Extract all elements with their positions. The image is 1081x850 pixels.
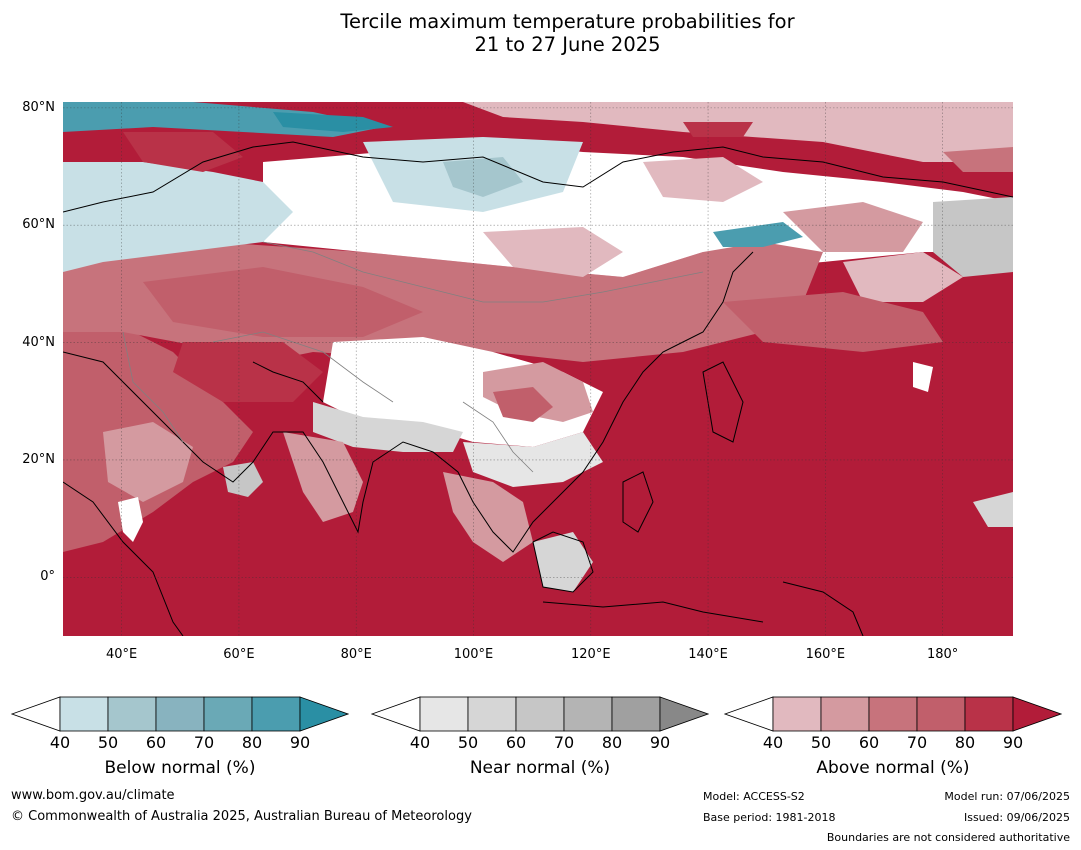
colorbar-tick-label: 50: [457, 733, 479, 752]
colorbar-below: [11, 696, 349, 732]
colorbar-segment: [820, 696, 870, 732]
boundaries-disclaimer: Boundaries are not considered authoritat…: [826, 831, 1070, 844]
region-tibet-grey: [313, 402, 463, 452]
website-url: www.bom.gov.au/climate: [11, 788, 175, 803]
coastlines: [63, 141, 1013, 636]
colorbar-lower-extend: [11, 696, 61, 732]
colorbar-segment: [107, 696, 157, 732]
region-pacific-pink: [723, 292, 943, 352]
longitude-label: 60°E: [223, 647, 255, 662]
colorbar-tick-label: 90: [289, 733, 311, 752]
region-east-siberia-red: [943, 147, 1013, 172]
longitude-label: 160°E: [805, 647, 846, 662]
region-south-china-grey: [463, 432, 603, 487]
colorbar-lower-extend: [371, 696, 421, 732]
region-indochina-mixed: [443, 472, 533, 562]
colorbar-segment: [59, 696, 109, 732]
colorbar-tick-label: 70: [193, 733, 215, 752]
region-europe-lightblue: [63, 162, 293, 272]
region-kamchatka-grey: [933, 197, 1013, 277]
probability-map: [63, 102, 1013, 636]
colorbar-segment: [611, 696, 661, 732]
copyright-text: © Commonwealth of Australia 2025, Austra…: [11, 809, 472, 824]
latitude-label: 0°: [40, 569, 55, 585]
region-yakutia-teal: [713, 222, 803, 247]
longitude-label: 180°: [926, 647, 959, 662]
latitude-label: 20°N: [22, 451, 55, 467]
region-sichuan-red: [493, 387, 553, 422]
colorbar-tick-label: 60: [505, 733, 527, 752]
colorbar-tick-label: 40: [49, 733, 71, 752]
colorbar-segment: [868, 696, 918, 732]
colorbar-upper-extend: [659, 696, 709, 732]
longitude-label: 140°E: [688, 647, 728, 662]
colorbar-tick-label: 90: [1002, 733, 1024, 752]
colorbar-upper-extend: [1012, 696, 1062, 732]
region-africa-white: [118, 497, 143, 542]
colorbar-tick-label: 80: [241, 733, 263, 752]
region-iran-dark: [173, 342, 323, 402]
colorbar-tick-label: 40: [762, 733, 784, 752]
colorbar-segment: [467, 696, 517, 732]
region-siberia-pink1: [483, 227, 623, 277]
base-period: Base period: 1981-2018: [703, 811, 836, 824]
map-title-line1: Tercile maximum temperature probabilitie…: [340, 10, 795, 33]
region-east-siberia-pink: [783, 202, 923, 252]
colorbar-segment: [563, 696, 613, 732]
latitude-label: 40°N: [22, 334, 55, 350]
colorbar-tick-label: 60: [145, 733, 167, 752]
region-arabia-inner: [103, 422, 193, 502]
region-horn-grey: [223, 462, 263, 497]
issued-date: Issued: 09/06/2025: [963, 811, 1070, 824]
region-kazakh-dark: [143, 267, 423, 337]
colorbar-tick-label: 50: [97, 733, 119, 752]
colorbar-segment: [203, 696, 253, 732]
region-pacific-white-patch: [913, 362, 933, 392]
colorbar-tick-label: 90: [649, 733, 671, 752]
region-borneo-grey: [533, 532, 593, 592]
colorbar-tick-label: 80: [954, 733, 976, 752]
colorbar-near: [371, 696, 709, 732]
model-run-date: Model run: 07/06/2025: [944, 790, 1070, 803]
colorbar-segment: [251, 696, 301, 732]
longitude-label: 100°E: [453, 647, 494, 662]
country-borders: [122, 241, 704, 473]
region-pacific-grey-patch: [973, 492, 1013, 527]
latitude-label: 60°N: [22, 217, 55, 233]
graticule: [63, 102, 1013, 636]
colorbar-segment: [772, 696, 822, 732]
colorbar-tick-label: 50: [810, 733, 832, 752]
map-title-line2: 21 to 27 June 2025: [474, 33, 661, 56]
colorbar-tick-label: 80: [601, 733, 623, 752]
region-taymyr-red: [683, 122, 753, 137]
region-ural-midblue: [443, 157, 523, 197]
longitude-label: 80°E: [340, 647, 372, 662]
colorbar-above: [724, 696, 1062, 732]
region-arctic-deepteal: [273, 112, 393, 132]
map-title: Tercile maximum temperature probabilitie…: [0, 10, 1081, 56]
region-scandinavia-red: [123, 132, 243, 172]
colorbar-title: Near normal (%): [469, 758, 611, 778]
colorbar-tick-label: 70: [553, 733, 575, 752]
colorbar-lower-extend: [724, 696, 774, 732]
colorbar-tick-label: 60: [858, 733, 880, 752]
colorbar-tick-label: 40: [409, 733, 431, 752]
colorbar-title: Below normal (%): [104, 758, 256, 778]
latitude-label: 80°N: [22, 99, 55, 115]
colorbar-tick-label: 70: [906, 733, 928, 752]
colorbar-segment: [155, 696, 205, 732]
longitude-label: 40°E: [106, 647, 138, 662]
region-bering-pink: [843, 252, 963, 302]
colorbar-segment: [916, 696, 966, 732]
longitude-label: 120°E: [571, 647, 611, 662]
colorbar-title: Above normal (%): [816, 758, 970, 778]
colorbar-segment: [419, 696, 469, 732]
region-india-pink: [283, 432, 363, 522]
colorbar-segment: [515, 696, 565, 732]
colorbar-segment: [964, 696, 1014, 732]
model-name: Model: ACCESS-S2: [703, 790, 805, 803]
colorbar-upper-extend: [299, 696, 349, 732]
region-siberia-pink2: [643, 157, 763, 202]
